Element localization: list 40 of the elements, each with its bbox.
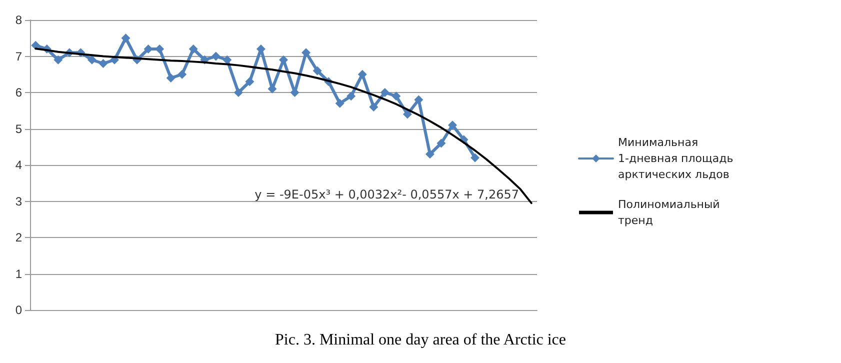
point xyxy=(358,70,367,79)
point xyxy=(470,153,480,162)
point xyxy=(211,52,220,61)
legend-label: Минимальная 1-дневная площадь арктических льдов xyxy=(618,136,737,181)
y-tick-label: 4 xyxy=(15,158,22,172)
annotation: y = -9E-05x³ + 0,0032x²- 0,0557x + 7,2657 xyxy=(254,188,520,202)
point xyxy=(31,40,40,50)
point xyxy=(436,138,446,148)
point xyxy=(346,92,356,101)
point xyxy=(414,95,424,104)
point xyxy=(121,34,130,43)
point xyxy=(98,59,108,68)
y-tick-label: 1 xyxy=(15,266,22,281)
point xyxy=(392,92,401,101)
y-tick-label: 3 xyxy=(15,194,22,208)
y-tick-label: 7 xyxy=(15,49,22,64)
y-tick-label: 2 xyxy=(15,230,22,244)
point xyxy=(302,48,311,58)
text: Pic. 3. Minimal one day area of the Arctic ice xyxy=(274,332,566,348)
legend-label: Полиномиальный тренд xyxy=(618,198,724,227)
point xyxy=(425,150,434,159)
point xyxy=(234,88,243,97)
y-tick-label: 6 xyxy=(15,86,22,100)
point xyxy=(335,98,344,108)
point xyxy=(279,55,288,64)
point xyxy=(54,55,63,64)
point xyxy=(448,120,457,130)
point xyxy=(222,55,232,64)
point xyxy=(87,55,96,64)
point xyxy=(402,110,412,119)
point xyxy=(188,44,198,54)
y-tick-label: 5 xyxy=(15,122,22,136)
y-tick-label: 0 xyxy=(15,303,22,317)
point xyxy=(312,66,322,76)
y-tick-label: 8 xyxy=(15,13,22,27)
point xyxy=(166,74,176,82)
point xyxy=(369,102,378,112)
point xyxy=(178,70,187,79)
point xyxy=(245,77,254,86)
point xyxy=(380,88,390,97)
